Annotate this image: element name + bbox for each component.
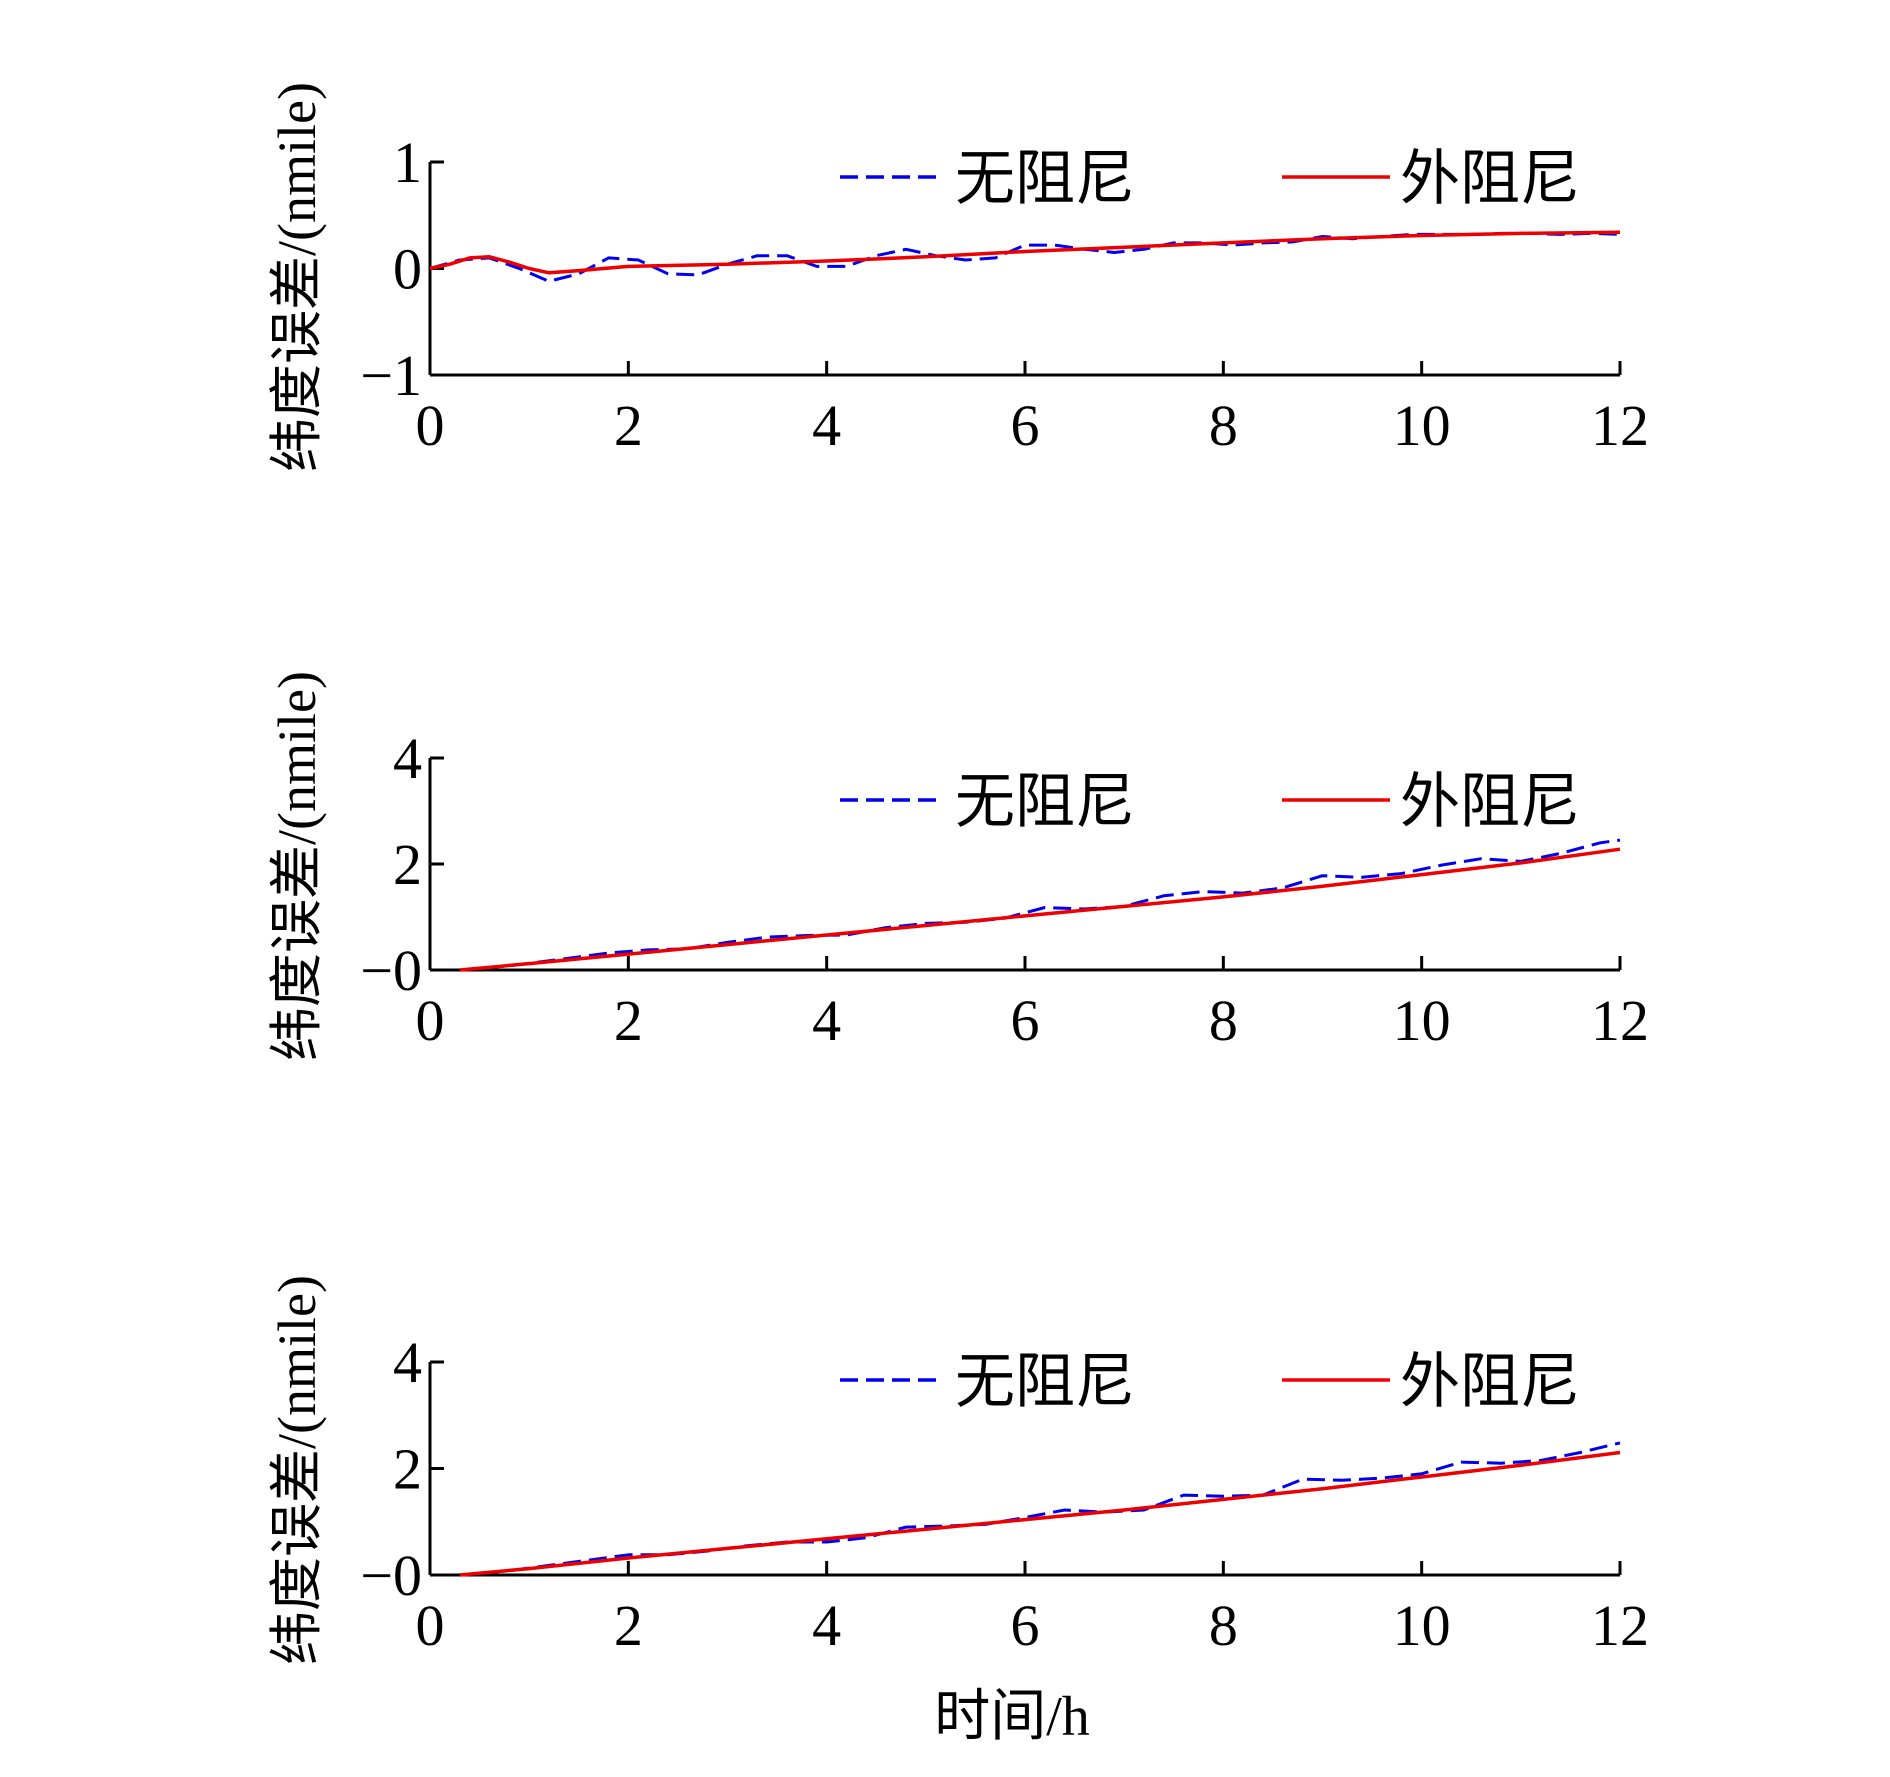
x-tick-label: 6 bbox=[1011, 988, 1040, 1053]
legend-label: 外阻尼 bbox=[1400, 1349, 1580, 1415]
y-tick-label: 4 bbox=[393, 726, 422, 791]
y-tick-label: 2 bbox=[393, 1437, 422, 1502]
y-tick-label: 0 bbox=[393, 237, 422, 302]
series-line-no-damping bbox=[430, 233, 1620, 281]
x-tick-label: 12 bbox=[1591, 988, 1649, 1053]
y-axis-label: 纬度误差/(nmile) bbox=[267, 82, 327, 472]
y-tick-label: 4 bbox=[393, 1330, 422, 1395]
y-axis-label: 纬度误差/(nmile) bbox=[267, 1275, 327, 1665]
x-tick-label: 2 bbox=[614, 393, 643, 458]
x-tick-label: 10 bbox=[1393, 1593, 1451, 1658]
y-tick-label: −1 bbox=[360, 343, 422, 408]
x-tick-label: 10 bbox=[1393, 393, 1451, 458]
x-tick-label: 6 bbox=[1011, 393, 1040, 458]
series-line-outer-damping bbox=[430, 232, 1620, 272]
x-tick-label: 4 bbox=[812, 988, 841, 1053]
legend-label: 外阻尼 bbox=[1400, 146, 1580, 212]
x-tick-label: 4 bbox=[812, 1593, 841, 1658]
x-tick-label: 2 bbox=[614, 1593, 643, 1658]
series-line-no-damping bbox=[460, 1443, 1620, 1575]
x-tick-label: 12 bbox=[1591, 1593, 1649, 1658]
x-tick-label: 4 bbox=[812, 393, 841, 458]
legend-label: 无阻尼 bbox=[955, 1349, 1135, 1415]
y-tick-label: 2 bbox=[393, 832, 422, 897]
x-tick-label: 2 bbox=[614, 988, 643, 1053]
y-axis-label: 纬度误差/(nmile) bbox=[267, 671, 327, 1061]
legend-label: 外阻尼 bbox=[1400, 769, 1580, 835]
x-tick-label: 6 bbox=[1011, 1593, 1040, 1658]
x-tick-label: 10 bbox=[1393, 988, 1451, 1053]
legend-label: 无阻尼 bbox=[955, 146, 1135, 212]
y-tick-label: 1 bbox=[393, 130, 422, 195]
x-tick-label: 12 bbox=[1591, 393, 1649, 458]
x-tick-label: 8 bbox=[1209, 1593, 1238, 1658]
y-tick-label: −0 bbox=[360, 1543, 422, 1608]
x-axis-label: 时间/h bbox=[934, 1686, 1090, 1748]
series-line-no-damping bbox=[460, 840, 1620, 970]
x-tick-label: 8 bbox=[1209, 988, 1238, 1053]
legend-label: 无阻尼 bbox=[955, 769, 1135, 835]
y-tick-label: −0 bbox=[360, 938, 422, 1003]
x-tick-label: 8 bbox=[1209, 393, 1238, 458]
